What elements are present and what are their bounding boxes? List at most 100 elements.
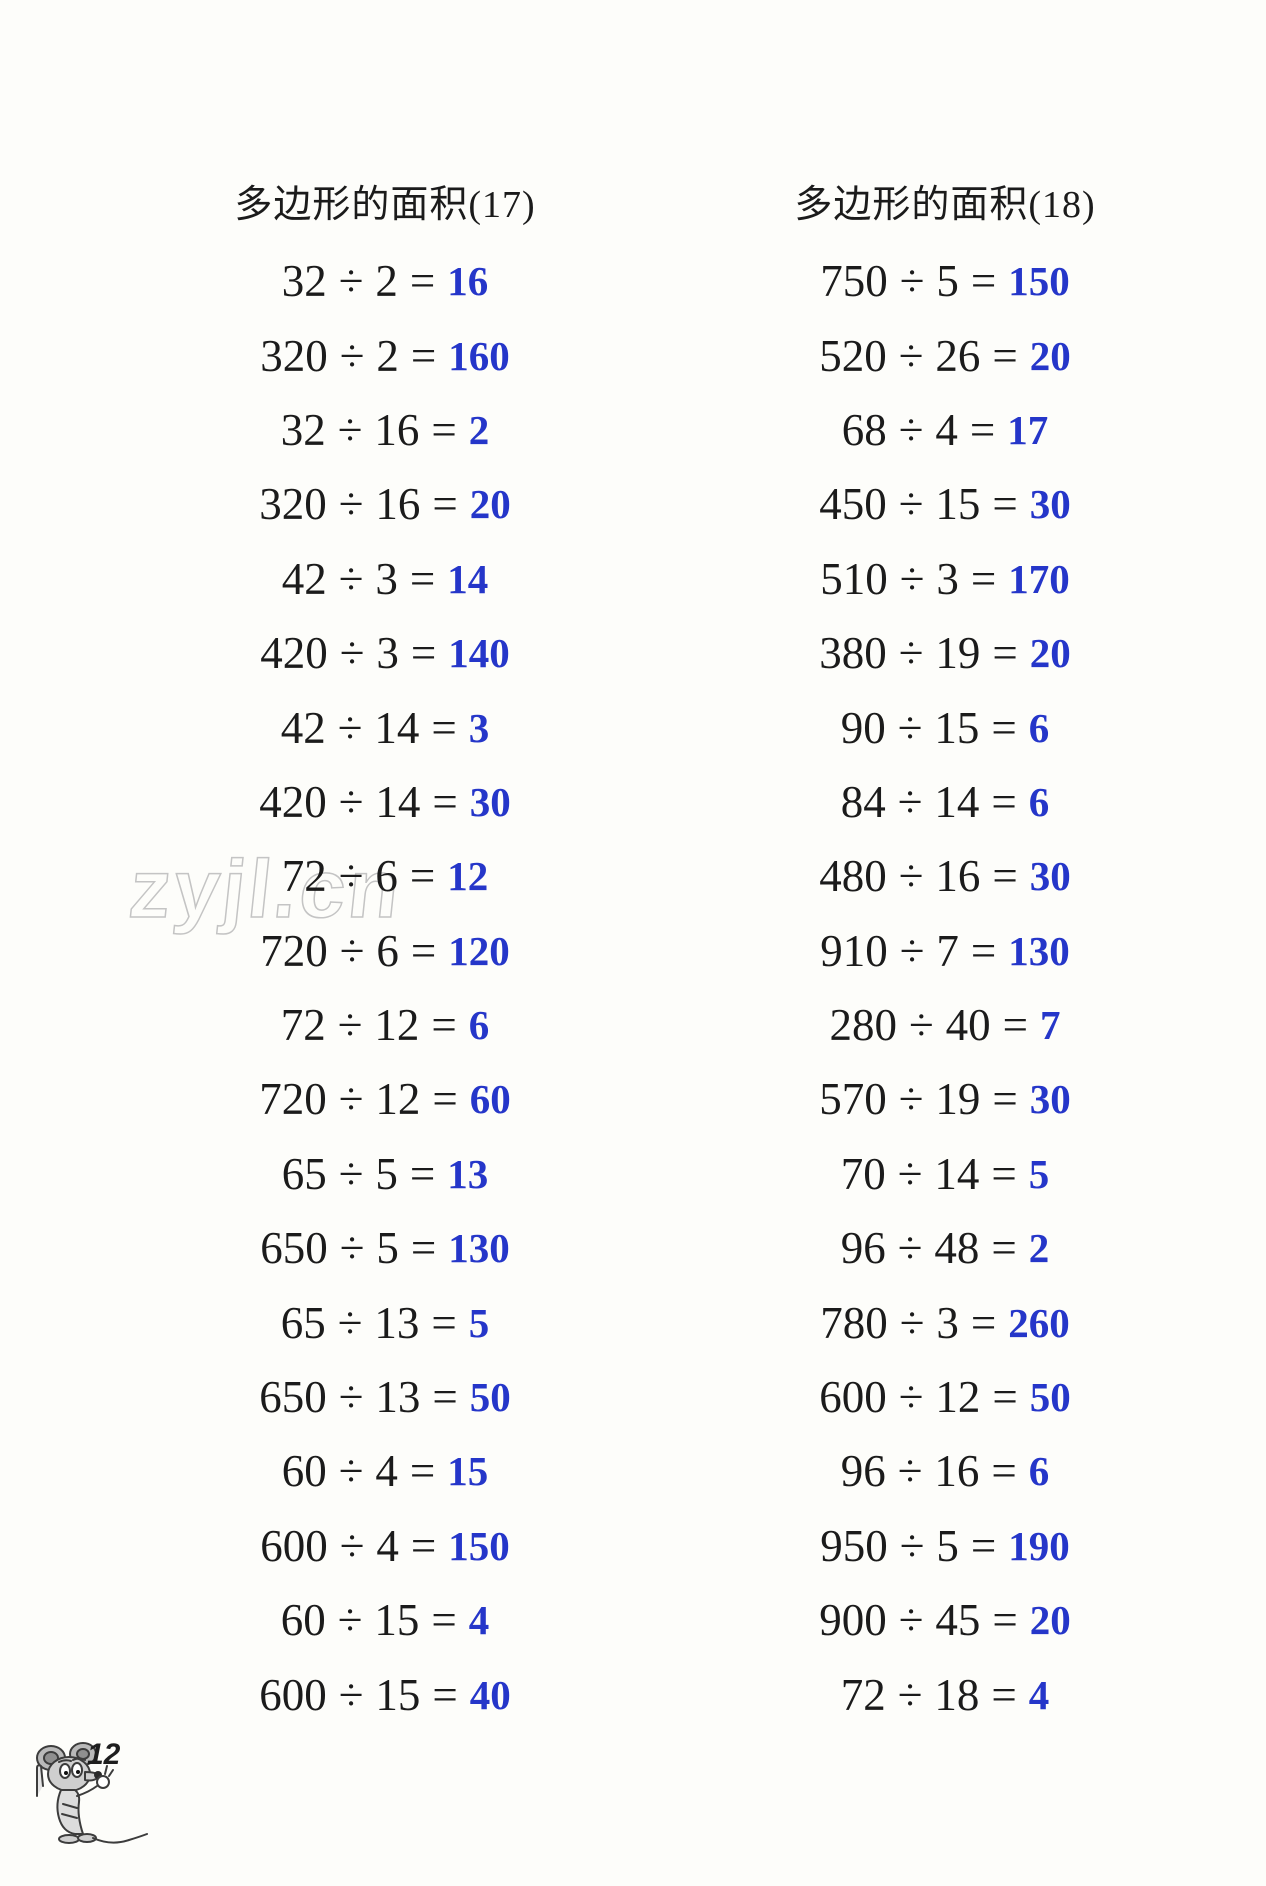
equals-sign: =: [992, 851, 1017, 902]
problem-row: 32 ÷ 16 = 2: [155, 393, 615, 467]
problem-dividend: 720: [260, 925, 328, 976]
column-title-18: 多边形的面积(18): [794, 184, 1096, 226]
problem-dividend: 320: [259, 479, 327, 530]
worksheet-column-17: 多边形的面积(17) 32 ÷ 2 = 16 320 ÷ 2 = 160 32 …: [155, 166, 615, 1732]
divide-sign: ÷: [898, 1595, 924, 1646]
problem-dividend: 600: [819, 1372, 887, 1423]
problem-answer: 150: [448, 1522, 510, 1569]
problem-dividend: 450: [819, 479, 887, 530]
divide-sign: ÷: [897, 702, 923, 753]
problem-answer: 12: [447, 853, 489, 900]
problem-row: 320 ÷ 2 = 160: [155, 318, 615, 392]
problem-dividend: 510: [820, 553, 888, 604]
divide-sign: ÷: [337, 1297, 363, 1348]
problem-row: 42 ÷ 3 = 14: [155, 542, 615, 616]
problem-row: 520 ÷ 26 = 20: [715, 318, 1175, 392]
problem-dividend: 42: [281, 553, 327, 604]
problem-divisor: 6: [375, 851, 398, 902]
equals-sign: =: [970, 925, 996, 976]
problem-answer: 20: [1029, 1597, 1071, 1644]
divide-sign: ÷: [899, 1520, 925, 1571]
divide-sign: ÷: [338, 256, 364, 307]
problem-divisor: 48: [934, 1223, 980, 1274]
problem-dividend: 60: [281, 1446, 327, 1497]
divide-sign: ÷: [339, 1520, 365, 1571]
problem-dividend: 42: [280, 702, 326, 753]
problem-dividend: 72: [281, 851, 327, 902]
problem-row: 84 ÷ 14 = 6: [715, 765, 1175, 839]
equals-sign: =: [991, 1669, 1016, 1720]
divide-sign: ÷: [338, 1372, 364, 1423]
problem-row: 60 ÷ 4 = 15: [155, 1434, 615, 1508]
problem-answer: 6: [1028, 778, 1050, 825]
problem-dividend: 70: [840, 1148, 886, 1199]
problem-answer: 130: [448, 1225, 510, 1272]
divide-sign: ÷: [897, 776, 923, 827]
problem-answer: 50: [1029, 1374, 1071, 1421]
problem-dividend: 420: [259, 776, 327, 827]
divide-sign: ÷: [338, 776, 364, 827]
equals-sign: =: [432, 776, 457, 827]
problem-dividend: 65: [281, 1148, 327, 1199]
problem-divisor: 18: [934, 1669, 980, 1720]
problem-divisor: 2: [376, 330, 399, 381]
problem-dividend: 96: [840, 1223, 886, 1274]
divide-sign: ÷: [898, 1372, 924, 1423]
divide-sign: ÷: [898, 1074, 924, 1125]
problem-answer: 20: [1029, 332, 1071, 379]
problem-answer: 170: [1008, 555, 1070, 602]
problem-row: 420 ÷ 3 = 140: [155, 616, 615, 690]
problem-answer: 30: [1029, 1076, 1071, 1123]
divide-sign: ÷: [908, 1000, 934, 1051]
problem-row: 320 ÷ 16 = 20: [155, 467, 615, 541]
problem-divisor: 14: [934, 1148, 980, 1199]
problem-answer: 120: [448, 927, 510, 974]
divide-sign: ÷: [337, 702, 363, 753]
worksheet-column-18: 多边形的面积(18) 750 ÷ 5 = 150 520 ÷ 26 = 20 6…: [715, 166, 1175, 1732]
problem-dividend: 950: [820, 1520, 888, 1571]
problem-answer: 160: [448, 332, 510, 379]
equals-sign: =: [992, 1074, 1017, 1125]
problem-dividend: 32: [281, 256, 327, 307]
problem-divisor: 3: [375, 553, 398, 604]
problem-divisor: 5: [375, 1148, 398, 1199]
equals-sign: =: [409, 1446, 435, 1497]
problem-divisor: 16: [935, 851, 981, 902]
problem-answer: 40: [469, 1671, 511, 1718]
equals-sign: =: [409, 256, 435, 307]
equals-sign: =: [432, 479, 457, 530]
equals-sign: =: [992, 479, 1017, 530]
equals-sign: =: [410, 1520, 436, 1571]
problem-dividend: 720: [259, 1074, 327, 1125]
equals-sign: =: [991, 776, 1016, 827]
problem-dividend: 600: [260, 1520, 328, 1571]
divide-sign: ÷: [898, 330, 924, 381]
problem-answer: 2: [468, 406, 490, 453]
problem-divisor: 3: [936, 1297, 959, 1348]
problem-answer: 130: [1008, 927, 1070, 974]
divide-sign: ÷: [897, 1148, 923, 1199]
divide-sign: ÷: [338, 1074, 364, 1125]
equals-sign: =: [970, 256, 996, 307]
problem-divisor: 4: [375, 1446, 398, 1497]
problem-row: 570 ÷ 19 = 30: [715, 1062, 1175, 1136]
problem-answer: 14: [447, 555, 489, 602]
divide-sign: ÷: [899, 925, 925, 976]
equals-sign: =: [410, 925, 436, 976]
problem-answer: 260: [1008, 1299, 1070, 1346]
problem-row: 72 ÷ 6 = 12: [155, 839, 615, 913]
divide-sign: ÷: [337, 1595, 363, 1646]
divide-sign: ÷: [899, 1297, 925, 1348]
problem-dividend: 68: [841, 404, 887, 455]
divide-sign: ÷: [898, 851, 924, 902]
problem-answer: 15: [447, 1448, 489, 1495]
problem-dividend: 320: [260, 330, 328, 381]
equals-sign: =: [992, 1595, 1017, 1646]
problem-row: 65 ÷ 13 = 5: [155, 1285, 615, 1359]
problem-row: 450 ÷ 15 = 30: [715, 467, 1175, 541]
problem-row: 65 ÷ 5 = 13: [155, 1137, 615, 1211]
problem-dividend: 570: [819, 1074, 887, 1125]
divide-sign: ÷: [338, 553, 364, 604]
problem-answer: 5: [468, 1299, 490, 1346]
problem-row: 600 ÷ 12 = 50: [715, 1360, 1175, 1434]
